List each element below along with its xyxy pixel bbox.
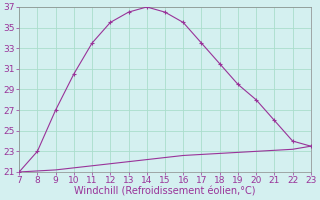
X-axis label: Windchill (Refroidissement éolien,°C): Windchill (Refroidissement éolien,°C) (74, 187, 256, 197)
